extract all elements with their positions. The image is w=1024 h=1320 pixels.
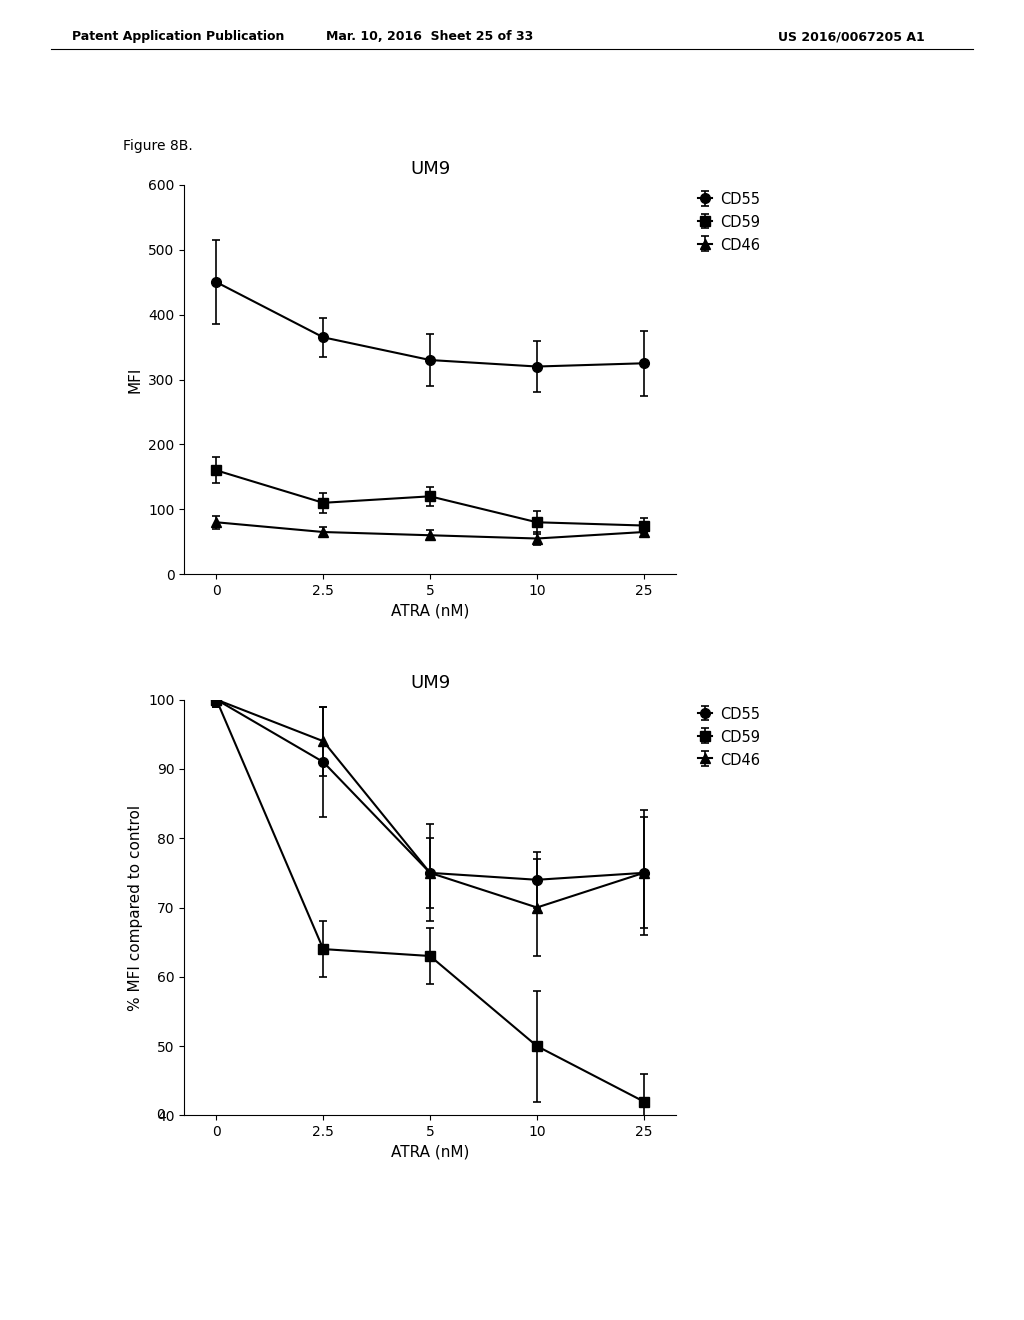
Text: 0: 0 <box>157 1109 165 1122</box>
Text: US 2016/0067205 A1: US 2016/0067205 A1 <box>778 30 925 44</box>
X-axis label: ATRA (nM): ATRA (nM) <box>391 603 469 619</box>
Y-axis label: MFI: MFI <box>128 367 142 392</box>
Legend: CD55, CD59, CD46: CD55, CD59, CD46 <box>698 193 760 253</box>
Legend: CD55, CD59, CD46: CD55, CD59, CD46 <box>698 708 760 768</box>
Title: UM9: UM9 <box>410 675 451 693</box>
Text: Mar. 10, 2016  Sheet 25 of 33: Mar. 10, 2016 Sheet 25 of 33 <box>327 30 534 44</box>
Title: UM9: UM9 <box>410 160 451 178</box>
Y-axis label: % MFI compared to control: % MFI compared to control <box>128 804 142 1011</box>
Text: Patent Application Publication: Patent Application Publication <box>72 30 284 44</box>
Text: Figure 8B.: Figure 8B. <box>123 139 193 153</box>
X-axis label: ATRA (nM): ATRA (nM) <box>391 1144 469 1160</box>
